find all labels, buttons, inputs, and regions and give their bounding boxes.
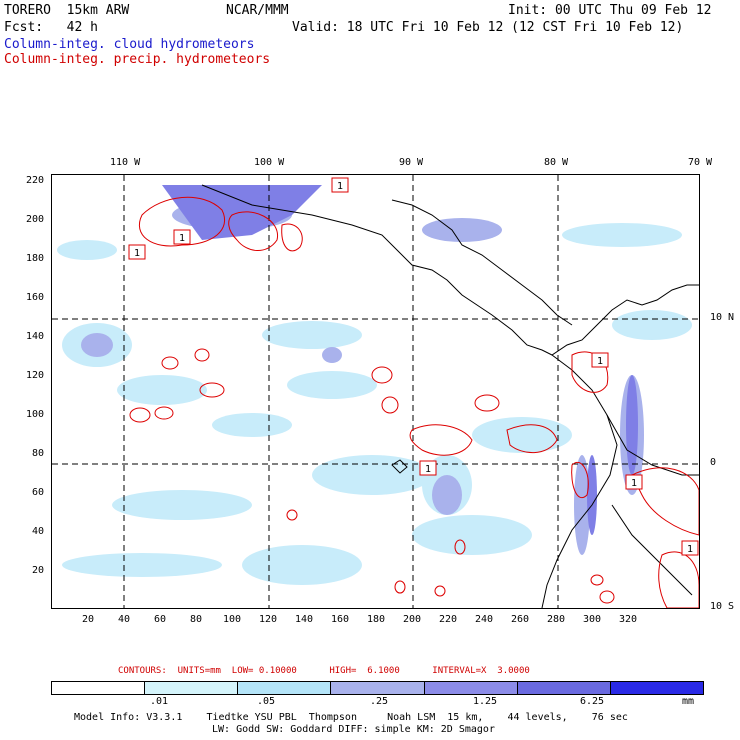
valid-time: Valid: 18 UTC Fri 10 Feb 12 (12 CST Fri … xyxy=(292,20,684,35)
y-tick-label: 100 xyxy=(26,409,45,420)
legend-level: .01 xyxy=(150,696,169,707)
x-tick-label: 120 xyxy=(259,614,278,625)
x-tick-label: 300 xyxy=(583,614,602,625)
contour-label: 1 xyxy=(425,464,431,475)
x-tick-label: 260 xyxy=(511,614,530,625)
x-tick-label: 240 xyxy=(475,614,494,625)
x-tick-label: 20 xyxy=(82,614,95,625)
x-tick-label: 220 xyxy=(439,614,458,625)
y-tick-label: 160 xyxy=(26,292,45,303)
legend-swatch xyxy=(238,682,332,694)
x-tick-label: 180 xyxy=(367,614,386,625)
x-tick-label: 100 xyxy=(223,614,242,625)
legend-swatch xyxy=(52,682,146,694)
x-tick-label: 80 xyxy=(190,614,203,625)
y-tick-label: 200 xyxy=(26,214,45,225)
legend-swatch xyxy=(145,682,239,694)
x-tick-label: 160 xyxy=(331,614,350,625)
x-tick-label: 40 xyxy=(118,614,131,625)
model-physics: LW: Godd SW: Goddard DIFF: simple KM: 2D… xyxy=(212,724,495,735)
model-title: TORERO 15km ARW xyxy=(4,3,130,18)
y-tick-label: 60 xyxy=(32,487,45,498)
legend-level: 6.25 xyxy=(580,696,605,707)
field-cloud-label: Column-integ. cloud hydrometeors xyxy=(4,37,255,52)
lat-label-10n: 10 N xyxy=(710,312,735,323)
contour-label: 1 xyxy=(134,248,140,259)
forecast-hour: Fcst: 42 h xyxy=(4,20,98,35)
lon-label-80w: 80 W xyxy=(544,157,569,168)
cloud-shading-light xyxy=(57,223,692,585)
lon-label-70w: 70 W xyxy=(688,157,713,168)
contour-label: 1 xyxy=(337,181,343,192)
lon-label-110w: 110 W xyxy=(110,157,141,168)
y-tick-label: 40 xyxy=(32,526,45,537)
y-tick-label: 220 xyxy=(26,175,45,186)
legend-units: mm xyxy=(682,696,695,707)
y-tick-label: 120 xyxy=(26,370,45,381)
y-tick-label: 20 xyxy=(32,565,45,576)
x-tick-label: 60 xyxy=(154,614,167,625)
contour-label: 1 xyxy=(687,544,693,555)
legend-level: .05 xyxy=(257,696,276,707)
contour-labels xyxy=(128,177,699,556)
legend-swatch xyxy=(610,682,703,694)
org-label: NCAR/MMM xyxy=(226,3,289,18)
contour-label: 1 xyxy=(631,478,637,489)
x-tick-label: 200 xyxy=(403,614,422,625)
legend-swatch xyxy=(331,682,425,694)
contour-label: 1 xyxy=(179,233,185,244)
y-tick-label: 180 xyxy=(26,253,45,264)
legend-level: 1.25 xyxy=(473,696,498,707)
y-tick-label: 80 xyxy=(32,448,45,459)
field-precip-label: Column-integ. precip. hydrometeors xyxy=(4,52,271,67)
contour-label-texts: 1 1 1 1 1 1 1 xyxy=(134,181,693,555)
lon-label-90w: 90 W xyxy=(399,157,424,168)
contours-info: CONTOURS: UNITS=mm LOW= 0.10000 HIGH= 6.… xyxy=(118,666,530,676)
y-tick-label: 140 xyxy=(26,331,45,342)
legend-level: .25 xyxy=(370,696,389,707)
legend-swatch xyxy=(517,682,611,694)
color-legend xyxy=(51,681,704,695)
forecast-map: 1 1 1 1 1 1 1 xyxy=(51,174,700,609)
legend-swatch xyxy=(424,682,518,694)
x-tick-label: 140 xyxy=(295,614,314,625)
map-canvas: 1 1 1 1 1 1 1 xyxy=(52,175,699,608)
x-tick-label: 280 xyxy=(547,614,566,625)
init-time: Init: 00 UTC Thu 09 Feb 12 xyxy=(508,3,712,18)
lon-label-100w: 100 W xyxy=(254,157,285,168)
contour-label: 1 xyxy=(597,356,603,367)
x-tick-label: 320 xyxy=(619,614,638,625)
lat-label-0: 0 xyxy=(710,457,717,468)
coastline xyxy=(201,184,699,608)
precip-contours xyxy=(129,196,699,608)
lat-label-10s: 10 S xyxy=(710,601,735,612)
model-info: Model Info: V3.3.1 Tiedtke YSU PBL Thomp… xyxy=(74,712,628,723)
